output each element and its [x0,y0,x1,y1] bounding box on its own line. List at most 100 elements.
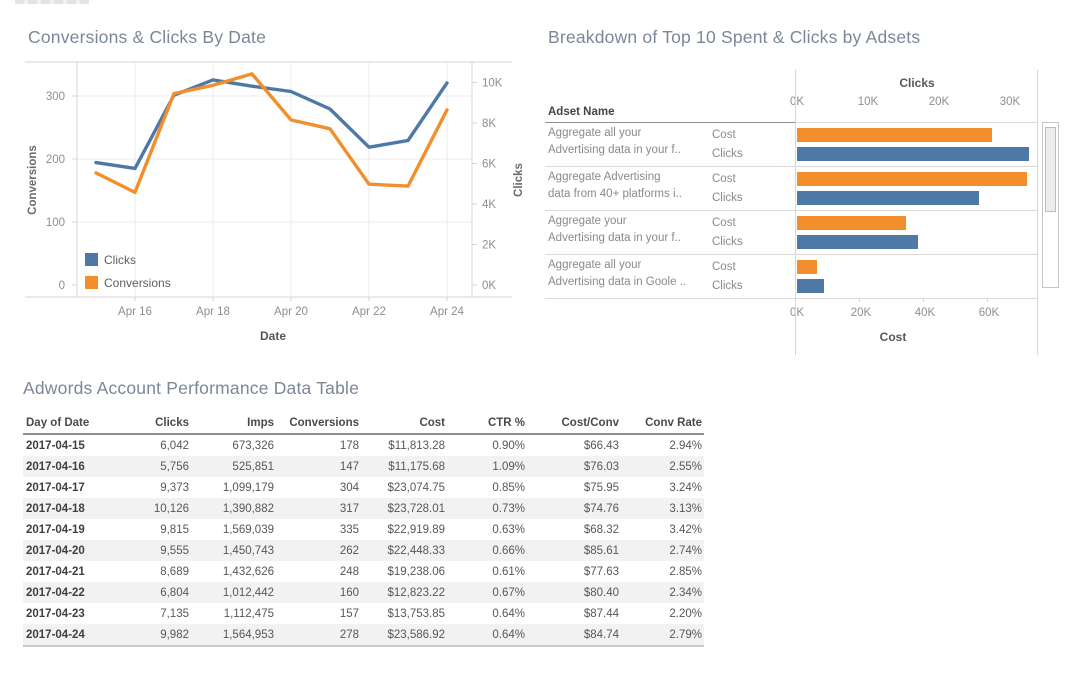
table-cell[interactable]: 2017-04-17 [26,481,85,494]
table-cell[interactable]: 2017-04-21 [26,565,85,578]
table-cell[interactable]: $80.40 [583,586,619,599]
table-cell[interactable]: 0.73% [492,502,525,515]
scrollbar-track[interactable] [1042,122,1059,288]
legend-swatch[interactable] [85,253,98,266]
table-cell[interactable]: 2017-04-24 [23,624,135,647]
table-cell[interactable]: $19,238.06 [387,565,445,578]
table-cell[interactable]: $74.76 [583,502,619,515]
table-cell[interactable]: 9,982 [135,624,191,647]
table-cell[interactable]: $87.44 [583,607,619,620]
clicks-bar[interactable] [797,235,918,249]
table-row[interactable]: 2017-04-17 9,373 1,099,179 304 $23,074.75 0.8… [23,477,704,498]
table-cell[interactable]: 1,564,953 [191,624,276,647]
table-cell[interactable]: 147 [339,460,359,473]
clicks-line[interactable] [94,78,449,171]
table-cell[interactable]: 304 [339,481,359,494]
conversions-line[interactable] [94,72,449,195]
table-cell[interactable]: $66.43 [583,439,619,452]
table-cell[interactable]: 248 [339,565,359,578]
table-cell[interactable]: 0.64% [447,624,527,647]
table-cell[interactable]: 1,450,743 [222,544,274,557]
table-row[interactable]: 2017-04-19 9,815 1,569,039 335 $22,919.89 0.6… [23,519,704,540]
table-cell[interactable]: 3.13% [669,502,702,515]
clicks-bar[interactable] [797,279,824,293]
table-cell[interactable]: 5,756 [160,460,189,473]
table-cell[interactable]: 0.63% [492,523,525,536]
table-cell[interactable]: 1,112,475 [223,607,274,620]
table-cell[interactable]: 278 [276,624,361,647]
table-cell[interactable]: 157 [339,607,359,620]
cost-bar[interactable] [797,260,817,274]
table-cell[interactable]: 1,569,039 [222,523,274,536]
table-cell[interactable]: $76.03 [583,460,619,473]
table-cell[interactable]: 6,042 [160,439,189,452]
table-cell[interactable]: 1.09% [492,460,525,473]
table-cell[interactable]: 0.90% [492,439,525,452]
table-cell[interactable]: 8,689 [160,565,189,578]
table-cell[interactable]: 0.64% [492,607,525,620]
header-cell[interactable]: CTR % [447,412,527,435]
table-cell[interactable]: $84.74 [527,624,621,647]
header-cell[interactable]: Clicks [135,412,191,435]
table-cell[interactable]: 2017-04-18 [26,502,85,515]
legend-swatch[interactable] [85,276,98,289]
table-cell[interactable]: $75.95 [583,481,619,494]
table-row[interactable]: 2017-04-18 10,126 1,390,882 317 $23,728.01 0.… [23,498,704,519]
cost-bar[interactable] [797,172,1027,186]
table-cell[interactable]: 2017-04-16 [26,460,85,473]
table-row[interactable]: 2017-04-23 7,135 1,112,475 157 $13,753.85 0.6… [23,603,704,624]
table-cell[interactable]: 178 [339,439,359,452]
table-cell[interactable]: 2017-04-22 [26,586,85,599]
table-cell[interactable]: $77.63 [583,565,619,578]
table-cell[interactable]: 262 [339,544,359,557]
cost-bar[interactable] [797,216,906,230]
table-cell[interactable]: 2.55% [669,460,702,473]
table-row[interactable]: 2017-04-16 5,756 525,851 147 $11,175.68 1.09%… [23,456,704,477]
table-cell[interactable]: 6,804 [160,586,189,599]
table-cell[interactable]: 3.24% [669,481,702,494]
table-cell[interactable]: 2.94% [669,439,702,452]
table-cell[interactable]: 10,126 [153,502,189,515]
table-cell[interactable]: 317 [339,502,359,515]
table-cell[interactable]: 1,432,626 [222,565,274,578]
table-cell[interactable]: 2017-04-20 [26,544,85,557]
table-cell[interactable]: 1,012,442 [222,586,274,599]
table-cell[interactable]: $22,919.89 [387,523,445,536]
header-cell[interactable]: Conv Rate [621,412,704,435]
table-row[interactable]: 2017-04-24 9,982 1,564,953 278 $23,586.92 0.6… [23,624,704,647]
table-cell[interactable]: 2.79% [621,624,704,647]
legend-item-conversions[interactable]: Conversions [85,276,171,290]
table-cell[interactable]: $22,448.33 [387,544,445,557]
table-cell[interactable]: 1,390,882 [222,502,274,515]
table-cell[interactable]: 2.20% [669,607,702,620]
table-cell[interactable]: 7,135 [160,607,189,620]
table-cell[interactable]: 673,326 [232,439,274,452]
table-cell[interactable]: 2.74% [669,544,702,557]
table-cell[interactable]: 0.85% [492,481,525,494]
table-cell[interactable]: $12,823.22 [387,586,445,599]
adset-name-header[interactable]: Adset Name [548,106,615,118]
table-row[interactable]: 2017-04-20 9,555 1,450,743 262 $22,448.33 0.6… [23,540,704,561]
header-cell[interactable]: Cost [361,412,447,435]
clicks-bar[interactable] [797,191,979,205]
table-row[interactable]: 2017-04-21 8,689 1,432,626 248 $19,238.06 0.6… [23,561,704,582]
table-row[interactable]: 2017-04-22 6,804 1,012,442 160 $12,823.22 0.6… [23,582,704,603]
table-cell[interactable]: 2.85% [669,565,702,578]
legend-item-clicks[interactable]: Clicks [85,253,136,267]
table-cell[interactable]: $68.32 [583,523,619,536]
table-cell[interactable]: 9,555 [160,544,189,557]
table-cell[interactable]: 9,815 [160,523,189,536]
table-cell[interactable]: 335 [339,523,359,536]
scrollbar-thumb[interactable] [1045,127,1056,212]
clicks-bar[interactable] [797,147,1029,161]
header-cell[interactable]: Imps [191,412,276,435]
table-cell[interactable]: 9,373 [160,481,189,494]
table-cell[interactable]: 3.42% [669,523,702,536]
table-cell[interactable]: 1,099,179 [222,481,274,494]
header-cell[interactable]: Day of Date [23,412,135,435]
table-row[interactable]: 2017-04-15 6,042 673,326 178 $11,813.28 0.90%… [23,434,704,456]
table-cell[interactable]: 2017-04-19 [26,523,85,536]
table-cell[interactable]: $85.61 [583,544,619,557]
table-cell[interactable]: 160 [339,586,359,599]
table-cell[interactable]: $11,175.68 [388,460,445,473]
